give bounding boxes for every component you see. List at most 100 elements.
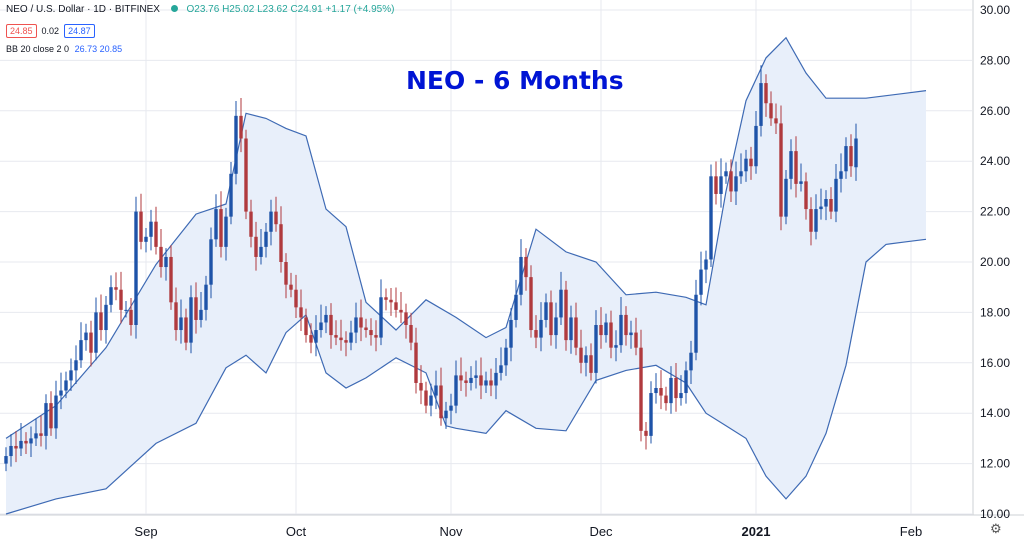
candle: [309, 335, 313, 343]
candle: [789, 151, 793, 179]
candle: [439, 385, 443, 419]
candle: [779, 123, 783, 217]
candle: [264, 231, 268, 247]
candle: [749, 158, 753, 167]
bid-ask-row: 24.85 0.02 24.87: [6, 24, 95, 38]
price-tick-label: 24.00: [980, 154, 1010, 168]
candle: [564, 289, 568, 341]
candle: [19, 440, 23, 449]
candle: [129, 309, 133, 325]
lower-band-line: [5, 238, 927, 515]
candle: [489, 380, 493, 386]
candle: [539, 319, 543, 338]
gear-icon[interactable]: ⚙: [990, 521, 1002, 536]
candle: [119, 289, 123, 310]
candle: [49, 403, 53, 429]
time-tick-label: Dec: [589, 524, 613, 539]
candle: [854, 138, 858, 168]
candle: [254, 236, 258, 257]
candle: [549, 302, 553, 336]
candle: [154, 221, 158, 247]
candle: [269, 211, 273, 232]
candle: [724, 171, 728, 177]
candle: [614, 345, 618, 348]
candle: [634, 332, 638, 348]
candle: [444, 410, 448, 419]
candle: [484, 380, 488, 386]
candle: [199, 309, 203, 320]
candle: [134, 211, 138, 325]
candle: [794, 151, 798, 184]
candle: [139, 211, 143, 242]
candle: [239, 115, 243, 139]
candle: [654, 388, 658, 394]
candle: [339, 337, 343, 341]
candle: [394, 302, 398, 310]
candle: [639, 347, 643, 431]
candle: [714, 176, 718, 194]
candle: [319, 322, 323, 331]
candle: [819, 206, 823, 210]
candle: [449, 405, 453, 411]
candle: [194, 297, 198, 320]
candle: [14, 445, 18, 449]
candle: [704, 259, 708, 270]
candle: [89, 332, 93, 353]
indicator-legend[interactable]: BB 20 close 2 0 26.73 20.85: [6, 44, 122, 54]
candle: [404, 312, 408, 325]
time-tick-label: 2021: [742, 524, 771, 539]
candle: [589, 355, 593, 373]
candle: [374, 335, 378, 338]
price-axis[interactable]: 10.00 12.00 14.00 16.00 18.00 20.00 22.00 24.00…: [980, 3, 1010, 521]
candle: [544, 302, 548, 320]
candle: [344, 340, 348, 343]
candle: [354, 317, 358, 333]
spread-value: 0.02: [41, 26, 60, 36]
candle: [434, 385, 438, 396]
candle: [529, 277, 533, 331]
candle: [829, 199, 833, 212]
buy-price-button[interactable]: 24.87: [64, 24, 95, 38]
candle: [359, 317, 363, 328]
time-axis[interactable]: Sep Oct Nov Dec 2021 Feb: [134, 524, 922, 539]
candle: [214, 209, 218, 240]
candle: [784, 178, 788, 217]
price-tick-label: 20.00: [980, 255, 1010, 269]
candle: [379, 297, 383, 338]
candle: [224, 216, 228, 247]
candle: [674, 377, 678, 399]
candle: [384, 297, 388, 300]
candle: [679, 393, 683, 399]
candle: [94, 312, 98, 353]
time-tick-label: Sep: [134, 524, 157, 539]
candle: [219, 209, 223, 247]
candle: [184, 317, 188, 343]
candle: [299, 307, 303, 318]
candle: [169, 256, 173, 303]
candle: [334, 335, 338, 338]
sell-price-button[interactable]: 24.85: [6, 24, 37, 38]
candle: [569, 317, 573, 341]
symbol-label[interactable]: NEO / U.S. Dollar · 1D · BITFINEX: [6, 4, 160, 15]
price-tick-label: 12.00: [980, 457, 1010, 471]
candle: [649, 393, 653, 436]
time-tick-label: Oct: [286, 524, 307, 539]
indicator-label: BB 20 close 2 0: [6, 44, 70, 54]
candle: [349, 332, 353, 343]
candle: [114, 287, 118, 290]
candle: [619, 314, 623, 346]
candle: [324, 314, 328, 323]
candle: [669, 377, 673, 404]
bollinger-bands: [5, 36, 927, 515]
candle: [204, 284, 208, 310]
candle: [24, 440, 28, 444]
candle: [259, 246, 263, 257]
candle: [734, 176, 738, 192]
candle: [124, 309, 128, 311]
candle: [754, 125, 758, 167]
price-tick-label: 16.00: [980, 356, 1010, 370]
candle: [739, 171, 743, 177]
candle: [149, 221, 153, 237]
